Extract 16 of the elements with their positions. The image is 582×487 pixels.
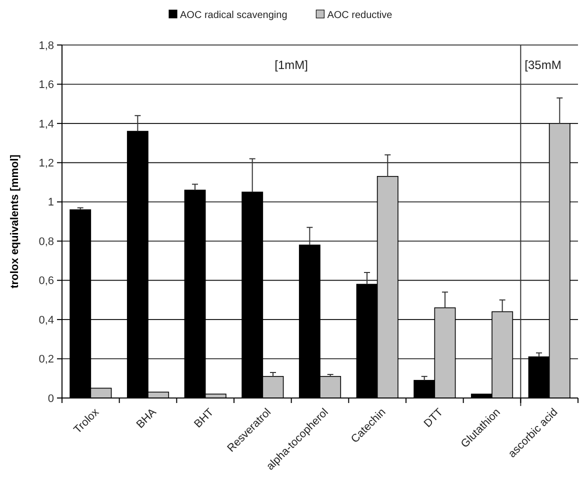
annotation: [35mM — [524, 58, 562, 72]
y-tick-label: 0,2 — [38, 354, 54, 366]
y-tick-label: 0,6 — [38, 275, 54, 288]
annotation: [1mM] — [274, 58, 308, 72]
y-tick-label: 1,6 — [38, 79, 54, 92]
y-tick-label: 0 — [48, 392, 54, 405]
y-tick-label: 1,4 — [38, 118, 54, 130]
y-tick-label: 0,8 — [38, 236, 54, 248]
y-axis-title: trolox equivalents [mmol] — [9, 154, 21, 288]
y-tick-label: 0,4 — [38, 314, 54, 326]
x-tick-label: BHA — [134, 406, 160, 431]
y-tick-label: 1,2 — [38, 158, 54, 170]
y-tick-label: 1 — [48, 196, 54, 209]
y-tick-label: 1,8 — [38, 40, 54, 52]
legend-label: AOC radical scavenging — [180, 10, 288, 21]
legend-label: AOC reductive — [327, 10, 393, 21]
